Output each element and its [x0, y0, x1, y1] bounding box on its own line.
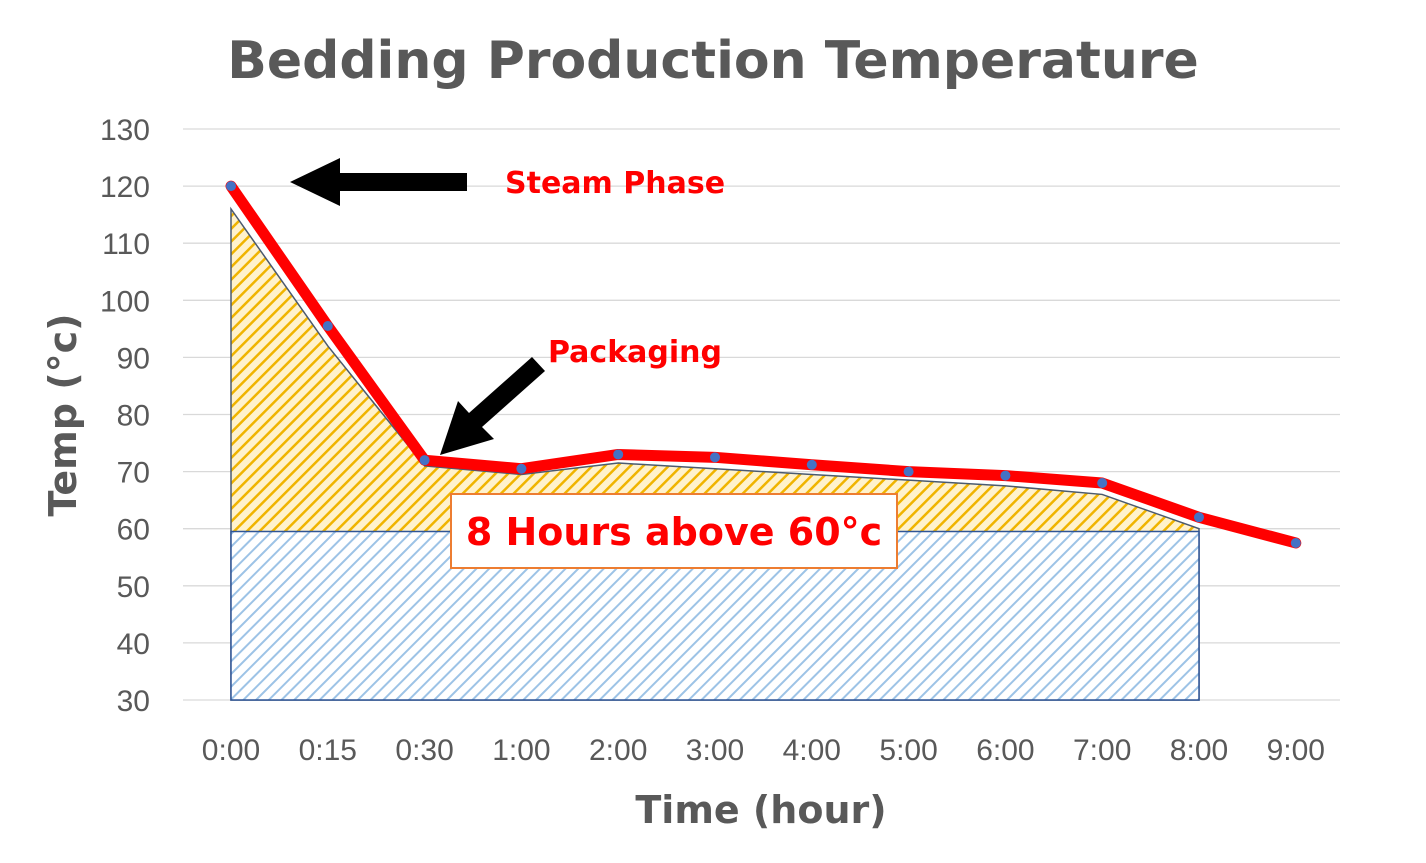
y-tick-label: 130	[100, 114, 150, 147]
temperature-line	[225, 180, 1302, 549]
x-axis-ticks: 0:00 0:15 0:30 1:00 2:00 3:00 4:00 5:00 6:00 7:00…	[202, 734, 1325, 767]
packaging-arrow	[440, 357, 545, 455]
data-point	[1194, 512, 1204, 523]
data-point	[806, 459, 817, 470]
y-tick-label: 110	[102, 228, 150, 261]
data-point	[1000, 470, 1011, 481]
x-tick-label: 4:00	[783, 734, 841, 767]
chart-title: Bedding Production Temperature	[227, 31, 1199, 91]
y-tick-label: 50	[117, 571, 150, 604]
y-tick-label: 70	[117, 457, 150, 490]
y-tick-label: 30	[117, 685, 150, 718]
y-tick-label: 40	[117, 628, 150, 661]
x-tick-label: 7:00	[1073, 734, 1131, 767]
data-point	[1097, 478, 1108, 489]
y-axis-title: Temp (°c)	[41, 314, 85, 517]
line-series	[225, 180, 1302, 549]
packaging-label: Packaging	[548, 335, 722, 370]
data-point	[1290, 537, 1301, 548]
x-tick-label: 8:00	[1170, 734, 1228, 767]
steam-phase-label: Steam Phase	[505, 166, 725, 201]
hours-box-label: 8 Hours above 60°c	[466, 510, 882, 554]
x-tick-label: 0:30	[395, 734, 453, 767]
x-tick-label: 6:00	[976, 734, 1034, 767]
y-tick-label: 100	[100, 285, 150, 318]
steam-arrow	[290, 158, 467, 206]
hours-box	[450, 493, 898, 569]
y-axis-ticks: 30 40 50 60 70 80 90 100 110 120 130	[100, 114, 150, 718]
data-point	[419, 455, 430, 466]
y-tick-label: 60	[117, 514, 150, 547]
data-point	[613, 449, 624, 460]
x-tick-label: 5:00	[879, 734, 937, 767]
data-point	[322, 320, 333, 331]
x-tick-label: 1:00	[492, 734, 550, 767]
data-point	[903, 466, 914, 477]
x-tick-label: 3:00	[686, 734, 744, 767]
x-axis-title: Time (hour)	[635, 788, 886, 832]
data-point	[516, 463, 527, 474]
data-point	[710, 452, 720, 463]
x-tick-label: 0:15	[299, 734, 357, 767]
x-tick-label: 2:00	[589, 734, 647, 767]
y-tick-label: 80	[117, 400, 150, 433]
x-tick-label: 9:00	[1267, 734, 1325, 767]
x-tick-label: 0:00	[202, 734, 260, 767]
y-tick-label: 120	[100, 171, 150, 204]
y-tick-label: 90	[117, 342, 150, 375]
data-point	[226, 181, 236, 192]
